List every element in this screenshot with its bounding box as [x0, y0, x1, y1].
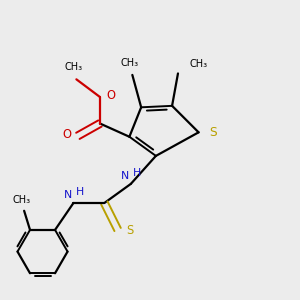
- Text: N: N: [64, 190, 72, 200]
- Text: CH₃: CH₃: [64, 62, 82, 72]
- Text: CH₃: CH₃: [190, 59, 208, 69]
- Text: H: H: [76, 187, 84, 197]
- Text: N: N: [121, 171, 129, 181]
- Text: O: O: [106, 89, 116, 102]
- Text: CH₃: CH₃: [12, 195, 30, 205]
- Text: S: S: [126, 224, 133, 238]
- Text: H: H: [133, 168, 142, 178]
- Text: O: O: [62, 128, 71, 141]
- Text: CH₃: CH₃: [120, 58, 139, 68]
- Text: S: S: [209, 126, 217, 139]
